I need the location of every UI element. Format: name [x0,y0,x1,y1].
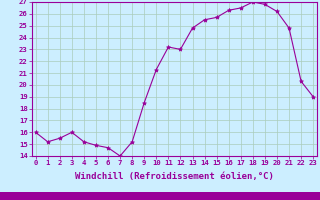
X-axis label: Windchill (Refroidissement éolien,°C): Windchill (Refroidissement éolien,°C) [75,172,274,181]
